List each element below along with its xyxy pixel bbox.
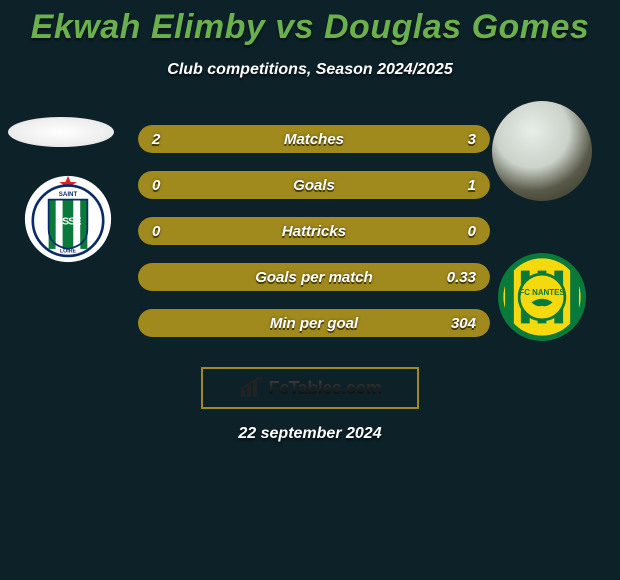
svg-text:FC NANTES: FC NANTES: [519, 288, 564, 297]
player-left-avatar: [8, 117, 114, 147]
stat-label: Goals per match: [138, 263, 490, 291]
brand-text: FcTables.com: [269, 378, 382, 399]
stat-value-right: 0: [468, 217, 476, 245]
subtitle: Club competitions, Season 2024/2025: [0, 61, 620, 79]
player-right-avatar: [492, 101, 592, 201]
club-badge-left: SAINT LOIRE ASSE: [24, 175, 112, 263]
timestamp: 22 september 2024: [0, 425, 620, 443]
club-badge-right: FC NANTES: [498, 253, 586, 341]
stat-value-left: 2: [152, 125, 160, 153]
brand-chart-icon: [239, 377, 265, 399]
stat-label: Matches: [138, 125, 490, 153]
stat-row: Hattricks0 0: [138, 217, 490, 245]
stat-value-left: 0: [152, 171, 160, 199]
stat-value-right: 304: [451, 309, 476, 337]
stat-row: Goals per match0.33: [138, 263, 490, 291]
stat-value-right: 3: [468, 125, 476, 153]
stat-row: Goals0 1: [138, 171, 490, 199]
stat-label: Hattricks: [138, 217, 490, 245]
stat-row: Min per goal304: [138, 309, 490, 337]
comparison-content: SAINT LOIRE ASSE: [0, 107, 620, 357]
svg-text:SAINT: SAINT: [59, 191, 78, 198]
stat-value-right: 1: [468, 171, 476, 199]
stat-row: Matches2 3: [138, 125, 490, 153]
page-title: Ekwah Elimby vs Douglas Gomes: [0, 0, 620, 47]
stat-label: Goals: [138, 171, 490, 199]
stat-value-right: 0.33: [447, 263, 476, 291]
svg-text:ASSE: ASSE: [55, 215, 81, 227]
stat-rows: Matches23Goals01Hattricks00Goals per mat…: [138, 125, 490, 355]
brand-box: FcTables.com: [201, 367, 419, 409]
stat-label: Min per goal: [138, 309, 490, 337]
stat-value-left: 0: [152, 217, 160, 245]
